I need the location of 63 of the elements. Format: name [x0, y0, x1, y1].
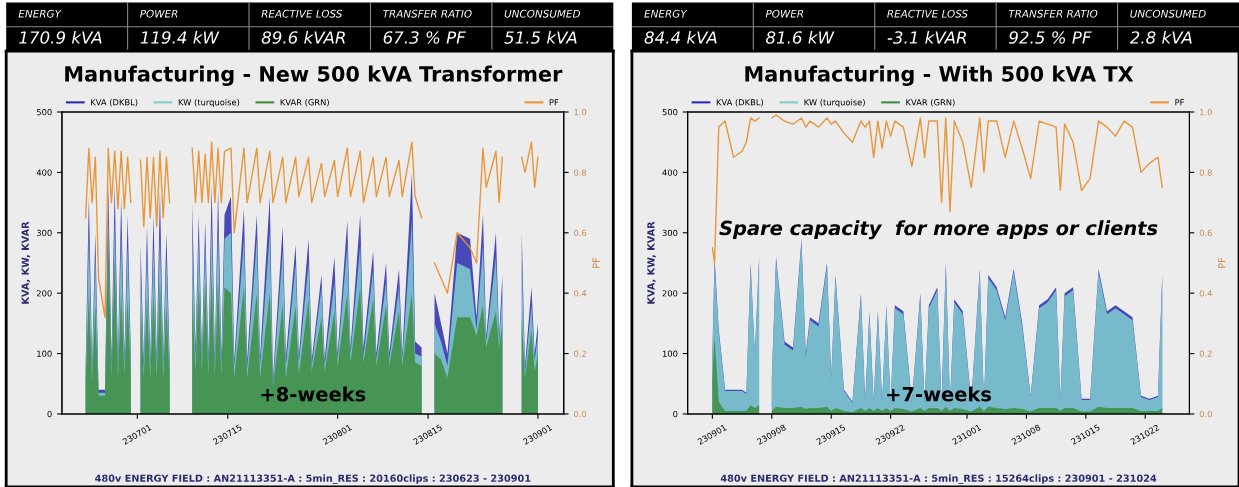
legend-label: KVA (DKBL): [91, 98, 138, 107]
text: 81.6 kW: [766, 30, 835, 44]
y-tick-label: 500: [36, 108, 52, 116]
legend-label: KVA (DKBL): [716, 98, 763, 107]
text: TRANSFER RATIO: [383, 9, 472, 18]
text: UNCONSUMED: [1130, 9, 1206, 18]
y2-axis-title: PF: [592, 257, 600, 268]
y2-tick-label: 0.6: [1199, 229, 1212, 237]
y-tick-label: 100: [662, 350, 678, 357]
text: POWER: [765, 9, 804, 18]
y2-tick-label: 0.6: [574, 229, 587, 237]
y2-tick-label: 0.4: [1199, 290, 1212, 297]
legend-label: PF: [1175, 99, 1184, 106]
y-tick-label: 400: [36, 169, 52, 176]
legend-label: KW (turquoise): [178, 98, 240, 108]
text: 119.4 kW: [140, 30, 220, 44]
text: REACTIVE LOSS: [261, 9, 343, 18]
text: 89.6 kVAR: [261, 30, 345, 44]
y2-axis-title: PF: [1218, 257, 1226, 268]
legend-label: KVAR (GRN): [906, 98, 955, 107]
text: UNCONSUMED: [504, 9, 581, 18]
text: 2.8 kVA: [1129, 30, 1192, 44]
y-tick-label: 500: [662, 108, 678, 116]
y-axis-title: KVA, KW, KVAR: [21, 221, 31, 304]
text: 67.3 % PF: [383, 31, 466, 44]
y-tick-label: 200: [36, 290, 52, 297]
text: POWER: [140, 9, 178, 18]
y2-tick-label: 0.4: [574, 290, 587, 297]
y-tick-label: 0: [673, 410, 678, 418]
y-tick-label: 300: [36, 229, 52, 237]
y-tick-label: 100: [37, 350, 52, 357]
chart-title: Manufacturing - New 500 kVA Transformer: [65, 65, 563, 86]
text: TRANSFER RATIO: [1008, 9, 1098, 18]
y2-tick-label: 0.8: [1199, 169, 1212, 176]
text: -3.1 kVAR: [887, 30, 967, 44]
y2-tick-label: 0.2: [574, 350, 586, 357]
y2-tick-label: 0.2: [1199, 350, 1212, 357]
text: 480v ENERGY FIELD : AN21113351-A : 5min_RES : 20160clips : 230623 - 230901: [95, 474, 531, 485]
text: REACTIVE LOSS: [887, 9, 968, 18]
y2-tick-label: 0.8: [574, 169, 587, 176]
text: 51.5 kVA: [504, 30, 577, 44]
annotation: Spare capacity for more apps or clients: [719, 220, 1158, 240]
legend-label: KVAR (GRN): [280, 98, 329, 107]
annotation: +7-weeks: [887, 386, 991, 402]
y2-tick-label: 1.0: [574, 108, 587, 116]
legend-label: PF: [549, 99, 559, 106]
annotation: +8-weeks: [261, 386, 366, 402]
y2-tick-label: 1.0: [1200, 108, 1212, 116]
y2-tick-label: 0.0: [1199, 410, 1212, 418]
text: 84.4 kVA: [644, 30, 717, 44]
y2-tick-label: 0.0: [574, 410, 587, 418]
legend-label: KW (turquoise): [804, 98, 865, 108]
text: 92.5 % PF: [1009, 31, 1092, 44]
y-tick-label: 200: [662, 290, 678, 297]
text: ENERGY: [18, 9, 62, 18]
y-tick-label: 400: [662, 169, 678, 176]
y-tick-label: 300: [662, 229, 678, 237]
y-tick-label: 0: [47, 410, 52, 418]
text: 170.9 kVA: [19, 30, 102, 44]
text: ENERGY: [644, 9, 688, 18]
y-axis-title: KVA, KW, KVAR: [647, 221, 656, 304]
text: 480v ENERGY FIELD : AN21113351-A : 5min_RES : 15264clips : 230901 - 231024: [720, 474, 1157, 485]
chart-title: Manufacturing - With 500 kVA TX: [745, 65, 1134, 86]
